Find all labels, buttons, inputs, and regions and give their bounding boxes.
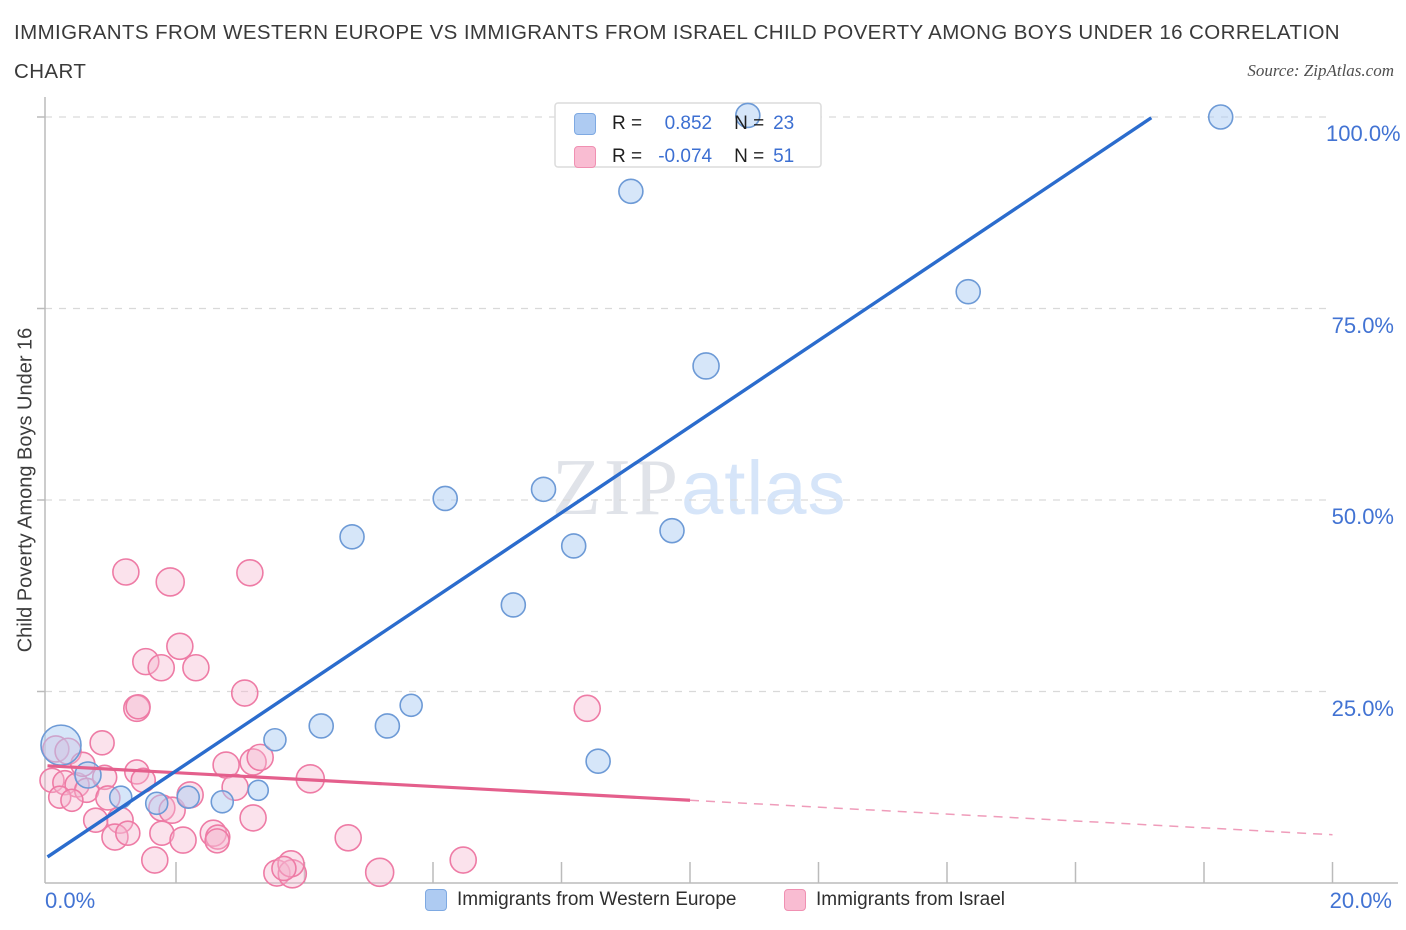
data-point-western-europe[interactable] <box>955 278 982 305</box>
n-label: N = <box>734 145 765 167</box>
bottom-legend-israel: Immigrants from Israel <box>784 889 1005 911</box>
zipatlas-watermark: ZIPatlas <box>552 448 847 528</box>
data-point-western-europe[interactable] <box>108 785 133 810</box>
x-tick-label-max: 20.0% <box>1329 888 1392 913</box>
data-point-israel[interactable] <box>204 828 230 854</box>
r-label: R = <box>612 145 643 167</box>
data-point-western-europe[interactable] <box>399 693 423 718</box>
bottom-legend-western-europe: Immigrants from Western Europe <box>425 889 736 911</box>
watermark-atlas: atlas <box>681 446 847 531</box>
source-attribution: Source: ZipAtlas.com <box>1247 61 1394 80</box>
data-point-israel[interactable] <box>169 826 197 854</box>
blue-series-swatch <box>425 889 447 911</box>
data-point-israel[interactable] <box>230 679 259 707</box>
data-point-israel[interactable] <box>147 653 176 682</box>
data-point-western-europe[interactable] <box>176 785 201 810</box>
data-point-israel[interactable] <box>449 846 477 874</box>
data-point-israel[interactable] <box>271 855 297 882</box>
x-tick-label-min: 0.0% <box>45 888 96 913</box>
data-point-western-europe[interactable] <box>585 748 611 775</box>
data-point-israel[interactable] <box>236 558 264 587</box>
data-point-israel[interactable] <box>89 730 115 756</box>
data-point-western-europe[interactable] <box>560 533 587 559</box>
data-point-israel[interactable] <box>334 824 362 852</box>
n-value: 23 <box>773 112 795 134</box>
data-point-western-europe[interactable] <box>735 102 761 129</box>
data-point-israel[interactable] <box>246 743 274 772</box>
data-point-western-europe[interactable] <box>432 485 459 512</box>
data-point-israel[interactable] <box>263 859 291 887</box>
trend-line-israel-extrapolated <box>689 799 1333 836</box>
data-point-israel[interactable] <box>182 653 210 682</box>
page-title-line2: CHART <box>14 60 87 83</box>
data-point-western-europe[interactable] <box>210 790 235 814</box>
y-tick-label-25: 25.0% <box>1331 696 1394 721</box>
y-axis-title: Child Poverty Among Boys Under 16 <box>14 327 37 653</box>
data-point-western-europe[interactable] <box>247 779 270 802</box>
data-point-western-europe[interactable] <box>308 713 335 739</box>
data-point-western-europe[interactable] <box>692 352 720 380</box>
correlation-legend: R = 0.852 N = 23 R = -0.074 N = 51 <box>558 106 836 174</box>
data-point-israel[interactable] <box>125 694 151 720</box>
data-point-israel[interactable] <box>364 857 395 888</box>
r-label: R = <box>612 112 643 134</box>
data-point-israel[interactable] <box>573 694 602 723</box>
data-point-israel[interactable] <box>277 850 305 878</box>
data-point-western-europe[interactable] <box>659 517 685 544</box>
data-point-israel[interactable] <box>132 647 160 676</box>
data-point-western-europe[interactable] <box>263 727 287 752</box>
n-value: 51 <box>773 145 795 167</box>
pink-series-swatch <box>574 145 596 168</box>
data-point-israel[interactable] <box>112 558 140 586</box>
data-point-israel[interactable] <box>115 820 141 847</box>
y-tick-label-50: 50.0% <box>1331 504 1394 529</box>
data-point-israel[interactable] <box>155 567 186 597</box>
n-label: N = <box>734 112 765 134</box>
watermark-zip: ZIP <box>552 444 681 532</box>
r-value: -0.074 <box>658 145 713 167</box>
data-point-israel[interactable] <box>239 804 267 832</box>
trend-line-israel <box>47 764 691 802</box>
data-point-western-europe[interactable] <box>500 592 527 618</box>
data-point-western-europe[interactable] <box>618 178 644 205</box>
data-point-western-europe[interactable] <box>374 713 401 739</box>
data-point-western-europe[interactable] <box>144 791 169 816</box>
legend-row-israel: R = -0.074 N = 51 <box>574 143 836 170</box>
y-tick-label-100: 100.0% <box>1326 121 1401 146</box>
pink-series-swatch <box>784 889 806 911</box>
r-value: 0.852 <box>664 112 713 134</box>
data-point-israel[interactable] <box>60 788 84 813</box>
legend-row-western-europe: R = 0.852 N = 23 <box>574 110 836 137</box>
data-point-western-europe[interactable] <box>40 724 82 766</box>
data-point-israel[interactable] <box>140 846 169 874</box>
bottom-legend-label: Immigrants from Israel <box>816 889 1005 910</box>
page-title: IMMIGRANTS FROM WESTERN EUROPE VS IMMIGR… <box>14 21 1341 44</box>
bottom-legend-label: Immigrants from Western Europe <box>457 889 737 910</box>
trend-line-western-europe <box>46 116 1153 859</box>
data-point-western-europe[interactable] <box>1207 104 1234 130</box>
y-tick-label-75: 75.0% <box>1331 313 1394 338</box>
data-point-israel[interactable] <box>149 820 175 847</box>
data-point-western-europe[interactable] <box>339 523 365 550</box>
blue-series-swatch <box>574 112 596 135</box>
data-point-western-europe[interactable] <box>530 476 557 503</box>
data-point-israel[interactable] <box>166 632 194 661</box>
